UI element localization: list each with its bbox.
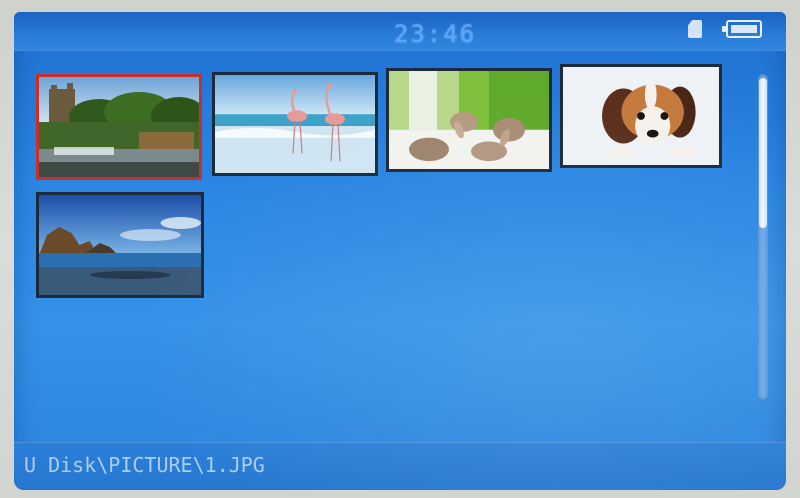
castle-image — [39, 77, 199, 177]
lcd-screen: 23:46 — [14, 12, 786, 490]
bunnies-image — [389, 71, 549, 169]
thumb-puppy[interactable] — [560, 64, 722, 168]
thumb-flamingos[interactable] — [212, 72, 378, 176]
status-bar: 23:46 — [14, 12, 786, 51]
file-path: U Disk\PICTURE\1.JPG — [24, 453, 265, 477]
clock: 23:46 — [393, 20, 477, 48]
thumb-beach[interactable] — [36, 192, 204, 298]
puppy-image — [563, 67, 719, 165]
beach-image — [39, 195, 201, 295]
path-bar: U Disk\PICTURE\1.JPG — [14, 442, 786, 490]
scrollbar-thumb[interactable] — [759, 78, 767, 228]
battery-icon — [722, 20, 762, 38]
thumb-castle[interactable] — [36, 74, 202, 180]
flamingos-image — [215, 75, 375, 173]
scrollbar[interactable] — [758, 74, 768, 400]
thumb-bunnies[interactable] — [386, 68, 552, 172]
sd-card-icon — [688, 20, 702, 38]
